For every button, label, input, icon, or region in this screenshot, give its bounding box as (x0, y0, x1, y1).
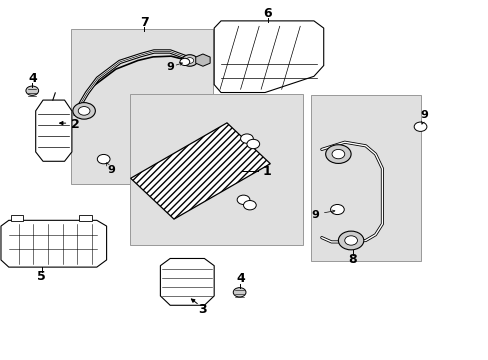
Circle shape (240, 134, 253, 143)
Bar (129, 94, 303, 245)
Polygon shape (130, 123, 270, 219)
Circle shape (246, 139, 259, 149)
Bar (11, 215, 23, 221)
Circle shape (325, 145, 350, 163)
Circle shape (330, 204, 344, 215)
Bar (71, 29, 212, 184)
Text: 9: 9 (420, 110, 427, 120)
Text: 8: 8 (348, 253, 357, 266)
Circle shape (180, 58, 189, 66)
Circle shape (233, 288, 245, 297)
Circle shape (243, 201, 256, 210)
Text: 6: 6 (263, 7, 272, 20)
Polygon shape (1, 220, 106, 267)
Text: 4: 4 (236, 273, 244, 285)
Circle shape (182, 55, 197, 66)
Text: 7: 7 (140, 16, 148, 29)
Circle shape (344, 236, 357, 245)
Circle shape (331, 149, 344, 159)
Text: 2: 2 (71, 118, 80, 131)
Text: 9: 9 (311, 210, 319, 220)
Circle shape (338, 231, 363, 250)
Text: 1: 1 (262, 165, 270, 177)
Polygon shape (36, 100, 72, 161)
Circle shape (78, 107, 90, 115)
Bar (79, 215, 92, 221)
Circle shape (73, 103, 95, 119)
Circle shape (185, 58, 193, 63)
Text: 5: 5 (37, 270, 46, 283)
Bar (310, 95, 420, 261)
Circle shape (97, 154, 110, 164)
Polygon shape (214, 21, 323, 93)
Circle shape (26, 86, 39, 95)
Text: 9: 9 (166, 62, 174, 72)
Text: 3: 3 (198, 303, 207, 316)
Polygon shape (195, 54, 210, 66)
Polygon shape (160, 258, 214, 305)
Circle shape (237, 195, 249, 204)
Text: 4: 4 (29, 72, 38, 85)
Text: 9: 9 (107, 165, 115, 175)
Circle shape (413, 122, 426, 131)
